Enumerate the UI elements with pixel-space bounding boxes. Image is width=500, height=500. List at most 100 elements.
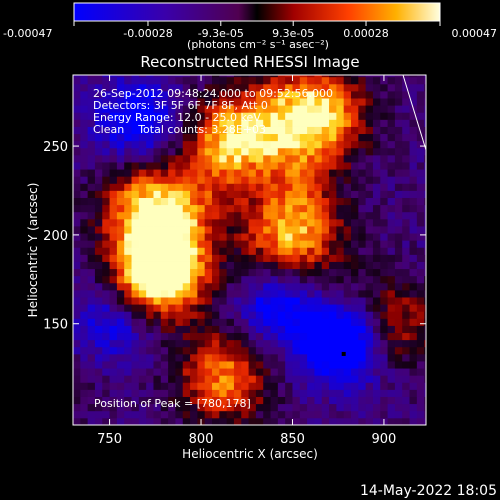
heatmap-cell bbox=[329, 389, 337, 397]
heatmap-cell bbox=[160, 119, 169, 127]
heatmap-cell bbox=[424, 368, 426, 376]
heatmap-cell bbox=[124, 190, 132, 198]
heatmap-cell bbox=[102, 346, 110, 355]
heatmap-cell bbox=[292, 353, 301, 362]
heatmap-cell bbox=[190, 76, 198, 85]
heatmap-cell bbox=[255, 339, 264, 348]
heatmap-cell bbox=[94, 368, 103, 376]
heatmap-cell bbox=[131, 154, 140, 163]
heatmap-cell bbox=[131, 297, 140, 305]
heatmap-cell bbox=[109, 176, 118, 184]
heatmap-cell bbox=[138, 325, 147, 334]
heatmap-cell bbox=[292, 105, 301, 113]
heatmap-cell bbox=[270, 311, 279, 319]
heatmap-cell bbox=[241, 304, 249, 312]
heatmap-cell bbox=[241, 204, 249, 213]
heatmap-cell bbox=[365, 204, 374, 213]
heatmap-cell bbox=[153, 105, 162, 113]
heatmap-cell bbox=[168, 76, 176, 85]
heatmap-cell bbox=[365, 282, 374, 291]
heatmap-cell bbox=[182, 304, 191, 312]
heatmap-cell bbox=[109, 240, 118, 248]
heatmap-cell bbox=[263, 339, 271, 348]
heatmap-cell bbox=[248, 162, 257, 170]
heatmap-cell bbox=[329, 339, 337, 348]
heatmap-cell bbox=[146, 297, 154, 305]
heatmap-cell bbox=[175, 90, 184, 99]
heatmap-cell bbox=[358, 240, 367, 248]
heatmap-cell bbox=[321, 417, 330, 425]
heatmap-cell bbox=[168, 254, 176, 262]
heatmap-cell bbox=[175, 240, 184, 248]
heatmap-cell bbox=[197, 162, 206, 170]
heatmap-cell bbox=[321, 261, 330, 270]
heatmap-cell bbox=[372, 361, 381, 369]
heatmap-cell bbox=[314, 417, 323, 425]
heatmap-cell bbox=[424, 410, 426, 419]
heatmap-cell bbox=[226, 297, 235, 305]
heatmap-cell bbox=[131, 226, 140, 234]
heatmap-cell bbox=[226, 247, 235, 255]
heatmap-cell bbox=[380, 162, 388, 170]
heatmap-cell bbox=[285, 417, 293, 425]
heatmap-cell bbox=[380, 311, 388, 319]
heatmap-cell bbox=[307, 361, 315, 369]
heatmap-cell bbox=[73, 176, 81, 184]
heatmap-cell bbox=[358, 368, 367, 376]
heatmap-cell bbox=[380, 382, 388, 390]
heatmap-cell bbox=[365, 169, 374, 177]
heatmap-cell bbox=[175, 76, 184, 85]
heatmap-cell bbox=[263, 112, 271, 120]
heatmap-cell bbox=[365, 346, 374, 355]
heatmap-cell bbox=[321, 268, 330, 277]
heatmap-cell bbox=[182, 190, 191, 198]
heatmap-cell bbox=[212, 318, 220, 326]
heatmap-cell bbox=[270, 361, 279, 369]
heatmap-cell bbox=[424, 311, 426, 319]
heatmap-cell bbox=[321, 112, 330, 120]
heatmap-cell bbox=[197, 247, 206, 255]
heatmap-cell bbox=[80, 154, 89, 163]
heatmap-cell bbox=[365, 268, 374, 277]
heatmap-cell bbox=[402, 233, 410, 241]
heatmap-cell bbox=[102, 389, 110, 397]
heatmap-cell bbox=[329, 403, 337, 412]
heatmap-cell bbox=[248, 332, 257, 341]
heatmap-cell bbox=[219, 76, 228, 85]
heatmap-cell bbox=[424, 197, 426, 206]
heatmap-cell bbox=[409, 83, 418, 92]
heatmap-cell bbox=[138, 197, 147, 206]
heatmap-cell bbox=[424, 304, 426, 312]
heatmap-cell bbox=[190, 133, 198, 142]
heatmap-cell bbox=[329, 311, 337, 319]
heatmap-cell bbox=[146, 403, 154, 412]
heatmap-cell bbox=[80, 90, 89, 99]
heatmap-cell bbox=[160, 183, 169, 191]
heatmap-cell bbox=[380, 403, 388, 412]
heatmap-cell bbox=[153, 410, 162, 419]
heatmap-cell bbox=[380, 211, 388, 220]
heatmap-cell bbox=[94, 332, 103, 341]
heatmap-cell bbox=[94, 353, 103, 362]
heatmap-cell bbox=[402, 353, 410, 362]
heatmap-cell bbox=[387, 169, 396, 177]
heatmap-cell bbox=[124, 275, 132, 284]
heatmap-cell bbox=[351, 289, 359, 298]
heatmap-cell bbox=[299, 169, 308, 177]
heatmap-cell bbox=[416, 254, 425, 262]
heatmap-cell bbox=[175, 297, 184, 305]
heatmap-cell bbox=[387, 282, 396, 291]
heatmap-cell bbox=[124, 98, 132, 106]
heatmap-cell bbox=[409, 183, 418, 191]
heatmap-cell bbox=[292, 183, 301, 191]
heatmap-cell bbox=[329, 112, 337, 120]
heatmap-cell bbox=[73, 147, 81, 156]
heatmap-cell bbox=[160, 346, 169, 355]
heatmap-cell bbox=[270, 282, 279, 291]
y-tick-label: 150 bbox=[43, 318, 68, 333]
heatmap-cell bbox=[409, 361, 418, 369]
heatmap-cell bbox=[160, 204, 169, 213]
heatmap-cell bbox=[285, 154, 293, 163]
heatmap-cell bbox=[87, 325, 96, 334]
heatmap-cell bbox=[387, 147, 396, 156]
